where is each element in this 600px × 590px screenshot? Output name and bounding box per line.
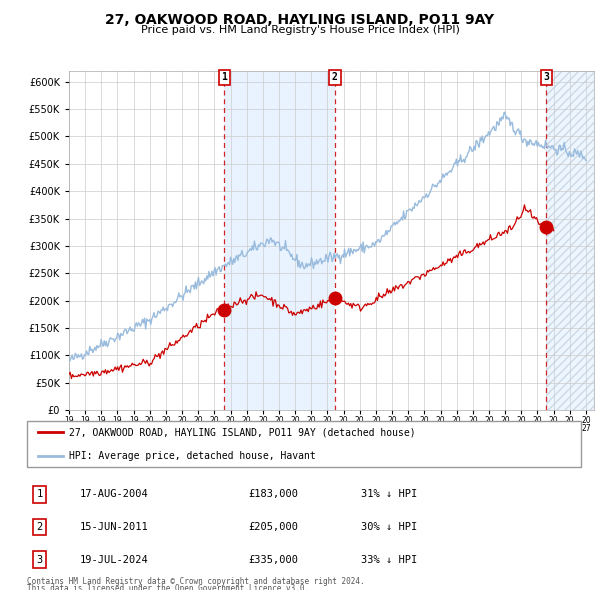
Text: 27, OAKWOOD ROAD, HAYLING ISLAND, PO11 9AY (detached house): 27, OAKWOOD ROAD, HAYLING ISLAND, PO11 9…	[69, 427, 416, 437]
Bar	[224, 71, 335, 410]
Text: Contains HM Land Registry data © Crown copyright and database right 2024.: Contains HM Land Registry data © Crown c…	[27, 577, 365, 586]
Text: £183,000: £183,000	[248, 489, 298, 499]
Text: HPI: Average price, detached house, Havant: HPI: Average price, detached house, Hava…	[69, 451, 316, 461]
Text: 1: 1	[221, 73, 227, 83]
Text: £335,000: £335,000	[248, 555, 298, 565]
Text: 19-JUL-2024: 19-JUL-2024	[80, 555, 149, 565]
Text: Price paid vs. HM Land Registry's House Price Index (HPI): Price paid vs. HM Land Registry's House …	[140, 25, 460, 35]
Bar	[546, 71, 594, 410]
Text: 17-AUG-2004: 17-AUG-2004	[80, 489, 149, 499]
Text: This data is licensed under the Open Government Licence v3.0.: This data is licensed under the Open Gov…	[27, 584, 309, 590]
FancyBboxPatch shape	[27, 421, 581, 467]
Text: 3: 3	[543, 73, 549, 83]
Text: 2: 2	[37, 522, 43, 532]
Text: 30% ↓ HPI: 30% ↓ HPI	[361, 522, 417, 532]
Text: 31% ↓ HPI: 31% ↓ HPI	[361, 489, 417, 499]
Text: 3: 3	[37, 555, 43, 565]
Text: 33% ↓ HPI: 33% ↓ HPI	[361, 555, 417, 565]
Text: 1: 1	[37, 489, 43, 499]
Text: £205,000: £205,000	[248, 522, 298, 532]
Text: 2: 2	[332, 73, 338, 83]
Text: 15-JUN-2011: 15-JUN-2011	[80, 522, 149, 532]
Text: 27, OAKWOOD ROAD, HAYLING ISLAND, PO11 9AY: 27, OAKWOOD ROAD, HAYLING ISLAND, PO11 9…	[106, 13, 494, 27]
